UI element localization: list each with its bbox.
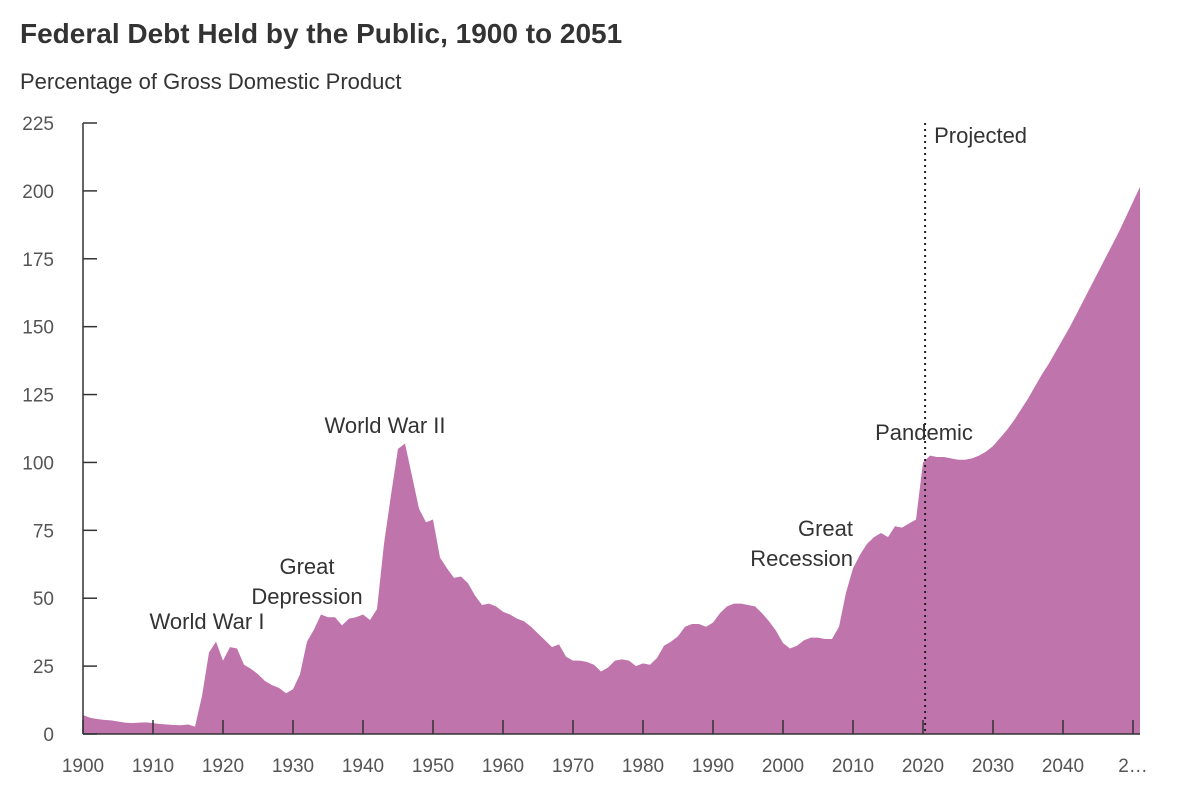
x-tick-label: 1950 — [412, 756, 454, 777]
x-tick-label: 2… — [1118, 756, 1148, 777]
y-tick-label: 25 — [33, 657, 54, 678]
x-tick-label: 1930 — [272, 756, 314, 777]
annotation: Great — [798, 516, 853, 541]
annotation: Depression — [251, 584, 362, 609]
annotation: Great — [279, 554, 334, 579]
area — [83, 186, 1140, 734]
chart-subtitle: Percentage of Gross Domestic Product — [20, 69, 402, 94]
x-tick-label: 1920 — [202, 756, 244, 777]
y-tick-label: 225 — [22, 114, 54, 135]
x-tick-label: 1970 — [552, 756, 594, 777]
annotation: World War I — [150, 609, 265, 634]
chart-title: Federal Debt Held by the Public, 1900 to… — [20, 18, 622, 49]
x-tick-label: 1940 — [342, 756, 384, 777]
x-tick-label: 1900 — [62, 756, 104, 777]
y-tick-label: 100 — [22, 453, 54, 474]
annotation: Recession — [750, 546, 853, 571]
x-tick-label: 2000 — [762, 756, 804, 777]
y-tick-label: 150 — [22, 318, 54, 339]
y-tick-label: 175 — [22, 250, 54, 271]
x-tick-label: 2040 — [1042, 756, 1084, 777]
y-tick-label: 0 — [43, 725, 54, 746]
annotation: World War II — [324, 413, 445, 438]
x-tick-label: 2020 — [902, 756, 944, 777]
projection-label: Projected — [934, 123, 1027, 148]
x-tick-label: 1960 — [482, 756, 524, 777]
y-tick-label: 200 — [22, 182, 54, 203]
x-tick-label: 1910 — [132, 756, 174, 777]
annotation: Pandemic — [875, 420, 973, 445]
x-tick-label: 2010 — [832, 756, 874, 777]
x-tick-label: 1980 — [622, 756, 664, 777]
x-tick-label: 1990 — [692, 756, 734, 777]
y-tick-label: 75 — [33, 521, 54, 542]
x-tick-label: 2030 — [972, 756, 1014, 777]
y-tick-label: 125 — [22, 386, 54, 407]
y-tick-label: 50 — [33, 589, 54, 610]
